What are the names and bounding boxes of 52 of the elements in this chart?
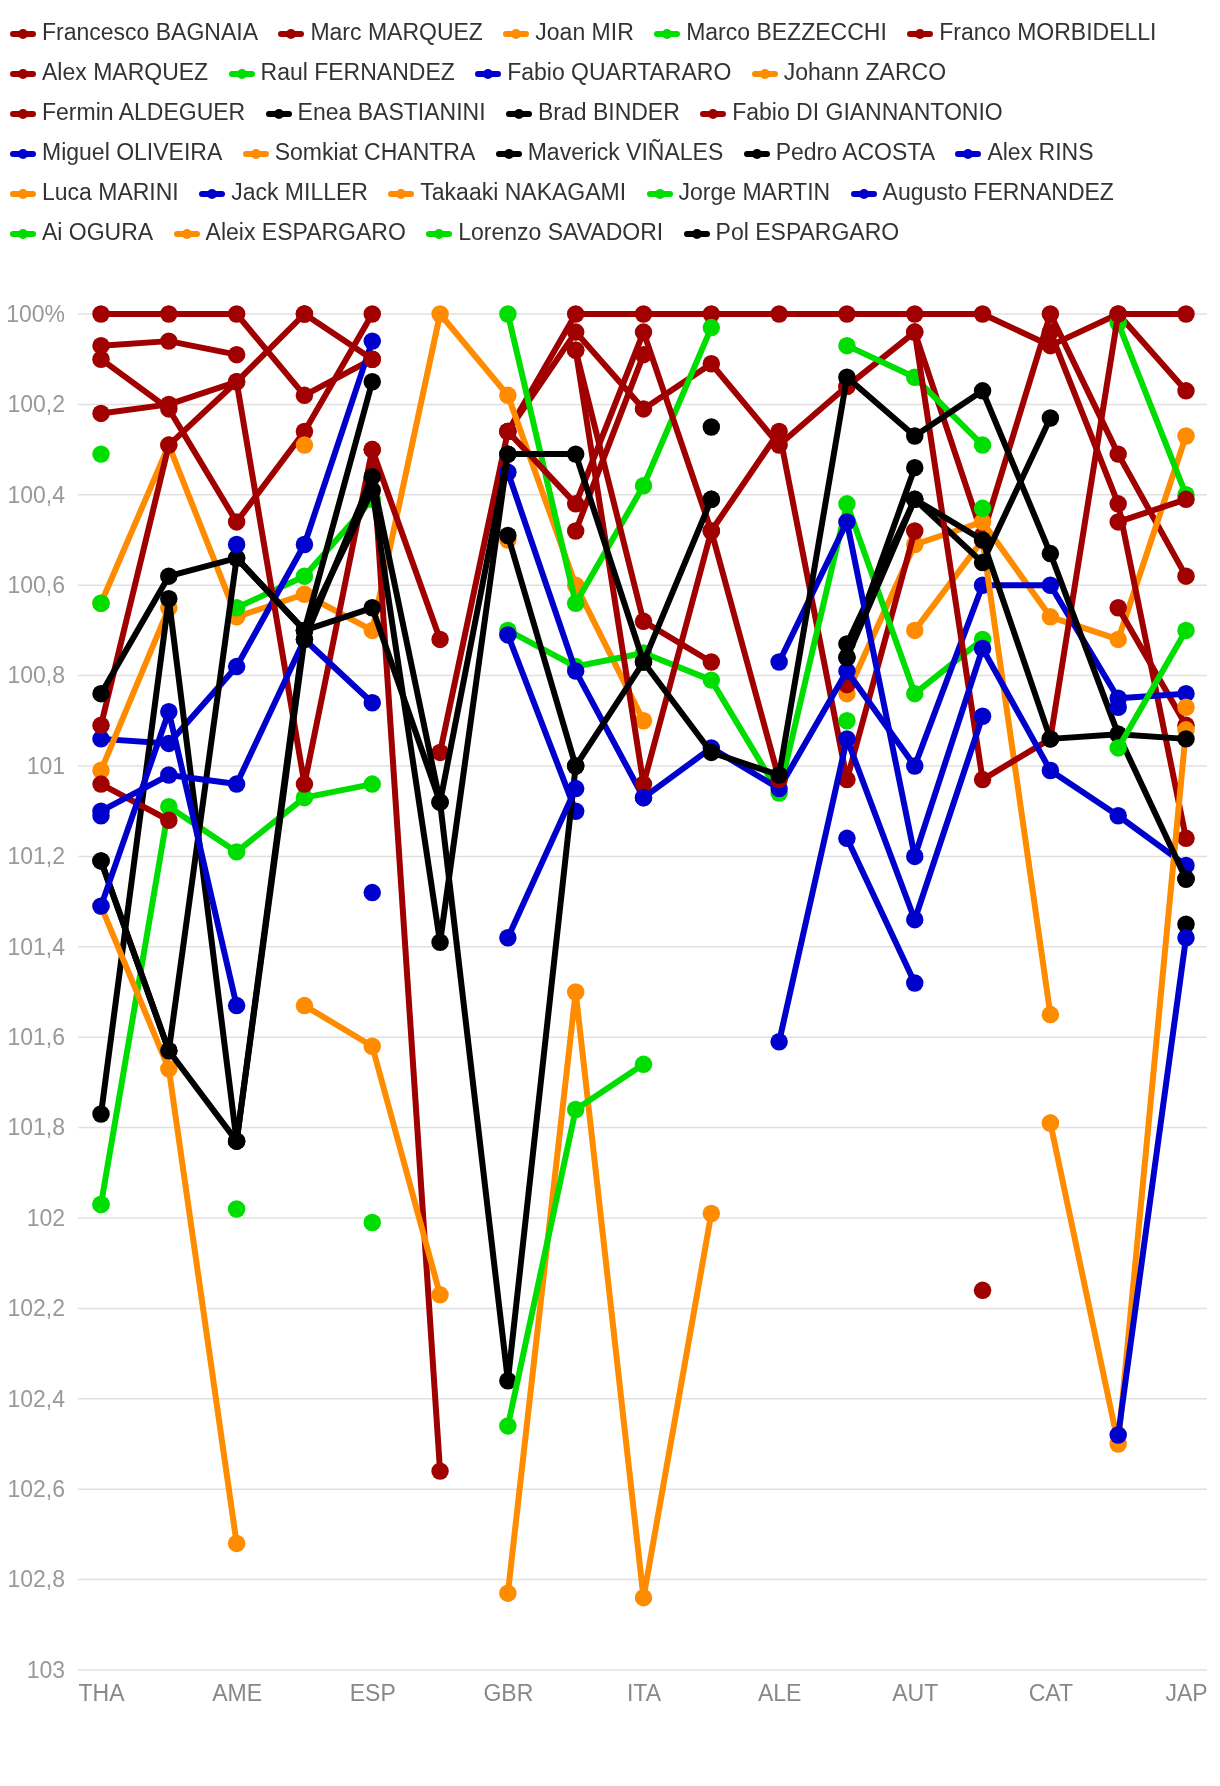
- legend-label: Fabio DI GIANNANTONIO: [732, 99, 1003, 125]
- legend-label: Johann ZARCO: [783, 59, 947, 85]
- x-tick-label: AUT: [892, 1680, 939, 1707]
- legend-label: Ai OGURA: [42, 219, 154, 245]
- legend-label: Lorenzo SAVADORI: [458, 219, 664, 245]
- legend-label: Maverick VIÑALES: [527, 139, 724, 165]
- y-tick-label: 100,6: [7, 572, 65, 599]
- x-tick-label: ITA: [626, 1680, 662, 1707]
- x-tick-label: ALE: [757, 1680, 802, 1707]
- y-tick-label: 101: [26, 752, 65, 779]
- legend-label: Franco MORBIDELLI: [939, 19, 1157, 45]
- y-tick-label: 100,4: [7, 481, 66, 508]
- y-tick-label: 102,4: [7, 1385, 66, 1412]
- x-tick-label: GBR: [483, 1680, 534, 1707]
- legend-label: Somkiat CHANTRA: [274, 139, 476, 165]
- y-tick-label: 102,8: [7, 1566, 65, 1593]
- x-tick-label: JAP: [1165, 1680, 1208, 1707]
- legend-label: Francesco BAGNAIA: [42, 19, 259, 45]
- legend-label: Fabio QUARTARARO: [507, 59, 732, 85]
- y-tick-label: 100,8: [7, 662, 65, 689]
- legend-label: Marco BEZZECCHI: [686, 19, 887, 45]
- x-tick-label: AME: [212, 1680, 263, 1707]
- x-tick-label: THA: [78, 1680, 126, 1707]
- y-tick-label: 101,6: [7, 1024, 65, 1051]
- y-tick-label: 101,2: [7, 843, 65, 870]
- legend-label: Fermin ALDEGUER: [42, 99, 246, 125]
- legend-label: Luca MARINI: [42, 179, 179, 205]
- y-tick-label: 102,6: [7, 1476, 65, 1503]
- legend-label: Marc MARQUEZ: [310, 19, 483, 45]
- legend-label: Pedro ACOSTA: [775, 139, 936, 165]
- legend-label: Alex RINS: [987, 139, 1094, 165]
- y-tick-label: 102,2: [7, 1295, 65, 1322]
- y-tick-label: 101,4: [7, 933, 66, 960]
- y-tick-label: 100%: [6, 300, 65, 327]
- legend-label: Alex MARQUEZ: [42, 59, 209, 85]
- legend-label: Jorge MARTIN: [678, 179, 831, 205]
- legend-label: Augusto FERNANDEZ: [882, 179, 1114, 205]
- legend-label: Aleix ESPARGARO: [205, 219, 406, 245]
- legend-label: Pol ESPARGARO: [715, 219, 900, 245]
- y-tick-label: 102: [26, 1204, 65, 1231]
- x-tick-label: CAT: [1028, 1680, 1074, 1707]
- legend-label: Brad BINDER: [537, 99, 680, 125]
- legend-label: Enea BASTIANINI: [297, 99, 486, 125]
- x-tick-label: ESP: [349, 1680, 396, 1707]
- legend-label: Joan MIR: [535, 19, 634, 45]
- y-tick-label: 101,8: [7, 1114, 65, 1141]
- legend-label: Jack MILLER: [231, 179, 368, 205]
- legend-label: Raul FERNANDEZ: [260, 59, 455, 85]
- y-tick-label: 103: [26, 1656, 65, 1683]
- legend-label: Miguel OLIVEIRA: [42, 139, 223, 165]
- legend-label: Takaaki NAKAGAMI: [420, 179, 627, 205]
- y-tick-label: 100,2: [7, 391, 65, 418]
